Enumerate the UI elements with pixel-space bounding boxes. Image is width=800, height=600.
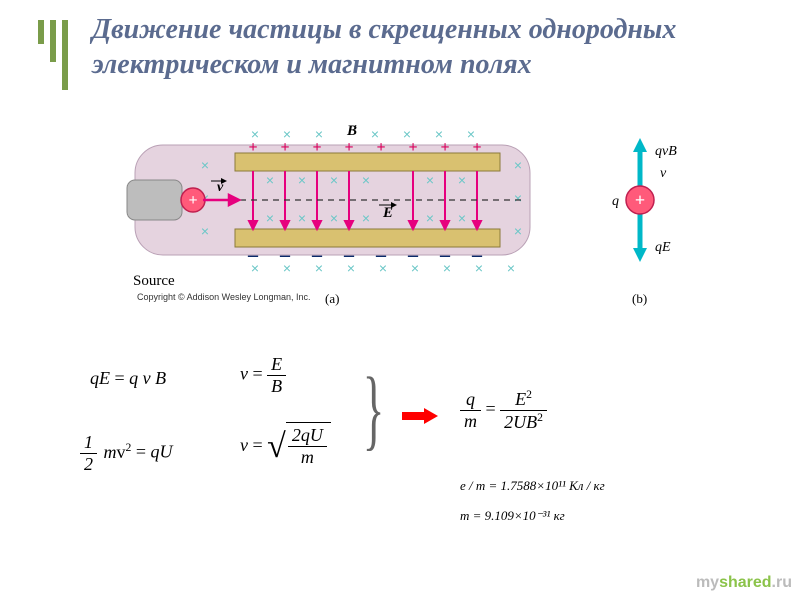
svg-text:+: +	[344, 139, 353, 156]
svg-text:×: ×	[283, 260, 291, 276]
label-b: (b)	[632, 291, 647, 306]
svg-text:×: ×	[251, 126, 259, 142]
formula-v-EB: v = EB	[240, 354, 286, 397]
f2-eq: =	[248, 364, 267, 384]
svg-text:×: ×	[514, 190, 522, 206]
label-qE: qE	[655, 240, 671, 255]
physics-diagram: +++ +++ ++ ––– ––– –– ××× ×××× ××× ××× ×…	[125, 125, 695, 310]
page-title: Движение частицы в скрещенных однородных…	[92, 12, 692, 82]
accent-bar-1	[38, 20, 44, 44]
svg-text:×: ×	[443, 260, 451, 276]
svg-text:×: ×	[426, 172, 434, 188]
svg-text:×: ×	[411, 260, 419, 276]
top-plate	[235, 153, 500, 171]
svg-text:×: ×	[251, 260, 259, 276]
accent-bars	[38, 20, 68, 90]
f1-lhs: qE	[90, 368, 110, 388]
label-B: B	[346, 125, 357, 139]
wm-shared: shared	[719, 574, 771, 591]
f4-num: 2qU	[288, 425, 327, 446]
formula-ke-qU: 12 mv2 = qU	[80, 432, 173, 475]
svg-text:×: ×	[514, 223, 522, 239]
svg-text:×: ×	[330, 172, 338, 188]
label-v2: v	[660, 166, 667, 181]
svg-text:×: ×	[362, 172, 370, 188]
svg-text:×: ×	[201, 223, 209, 239]
f3-eq: =	[131, 442, 150, 462]
implies-arrow-icon	[400, 406, 440, 426]
label-source: Source	[133, 273, 175, 289]
f5-ln: q	[462, 389, 479, 410]
svg-text:×: ×	[435, 126, 443, 142]
f3-rhs: qU	[151, 442, 173, 462]
svg-text:×: ×	[426, 210, 434, 226]
copyright-text: Copyright © Addison Wesley Longman, Inc.	[137, 292, 311, 302]
source-body	[127, 180, 182, 220]
formula-block: qE = q v B v = EB 12 mv2 = qU v = √ 2qUm…	[80, 360, 730, 580]
grouping-brace: }	[363, 358, 385, 461]
f3-cd: 2	[80, 454, 97, 475]
f2-num: E	[267, 354, 286, 375]
svg-text:×: ×	[315, 126, 323, 142]
label-a: (a)	[325, 291, 339, 306]
diagram-a: +++ +++ ++ ––– ––– –– ××× ×××× ××× ××× ×…	[127, 125, 530, 306]
svg-text:×: ×	[315, 260, 323, 276]
constant-m: m = 9.109×10⁻³¹ кг	[460, 508, 565, 524]
wm-ru: .ru	[772, 574, 792, 591]
force-down-arrow	[633, 212, 647, 262]
f1-rhs: q v B	[129, 368, 166, 388]
diagram-svg: +++ +++ ++ ––– ––– –– ××× ×××× ××× ××× ×…	[125, 125, 695, 310]
f3-cn: 1	[80, 432, 97, 453]
f4-den: m	[297, 447, 318, 468]
f4-lhs: v	[240, 435, 248, 455]
svg-text:×: ×	[266, 210, 274, 226]
formula-qE-qvB: qE = q v B	[90, 368, 166, 389]
svg-text:×: ×	[514, 157, 522, 173]
svg-text:×: ×	[283, 126, 291, 142]
svg-text:×: ×	[347, 260, 355, 276]
svg-text:×: ×	[371, 126, 379, 142]
f5-eq: =	[486, 399, 501, 419]
label-q: q	[612, 194, 619, 209]
svg-text:×: ×	[201, 157, 209, 173]
diagram-b: + qvB v q qE (b)	[612, 138, 677, 306]
f4-eq: =	[248, 435, 267, 455]
f5-ld: m	[460, 411, 481, 432]
svg-text:×: ×	[379, 260, 387, 276]
accent-bar-2	[50, 20, 56, 62]
charge-b-plus: +	[635, 190, 645, 210]
svg-text:×: ×	[507, 260, 515, 276]
svg-text:×: ×	[458, 210, 466, 226]
f2-den: B	[267, 376, 286, 397]
force-up-arrow	[633, 138, 647, 188]
f1-eq: =	[110, 368, 129, 388]
accent-bar-3	[62, 20, 68, 90]
svg-text:×: ×	[467, 126, 475, 142]
charge-a-plus: +	[188, 192, 197, 209]
watermark: myshared.ru	[696, 574, 792, 592]
svg-text:×: ×	[298, 172, 306, 188]
svg-text:×: ×	[362, 210, 370, 226]
f2-lhs: v	[240, 364, 248, 384]
svg-text:×: ×	[266, 172, 274, 188]
svg-text:×: ×	[403, 126, 411, 142]
wm-my: my	[696, 574, 719, 591]
svg-text:×: ×	[330, 210, 338, 226]
label-qvB: qvB	[655, 144, 677, 159]
formula-v-sqrt: v = √ 2qUm	[240, 422, 331, 468]
bottom-plate	[235, 229, 500, 247]
svg-text:×: ×	[458, 172, 466, 188]
constant-em: e / m = 1.7588×10¹¹ Кл / кг	[460, 478, 605, 494]
formula-qm-ratio: qm = E22UB2	[460, 388, 547, 433]
svg-text:×: ×	[298, 210, 306, 226]
svg-text:×: ×	[475, 260, 483, 276]
